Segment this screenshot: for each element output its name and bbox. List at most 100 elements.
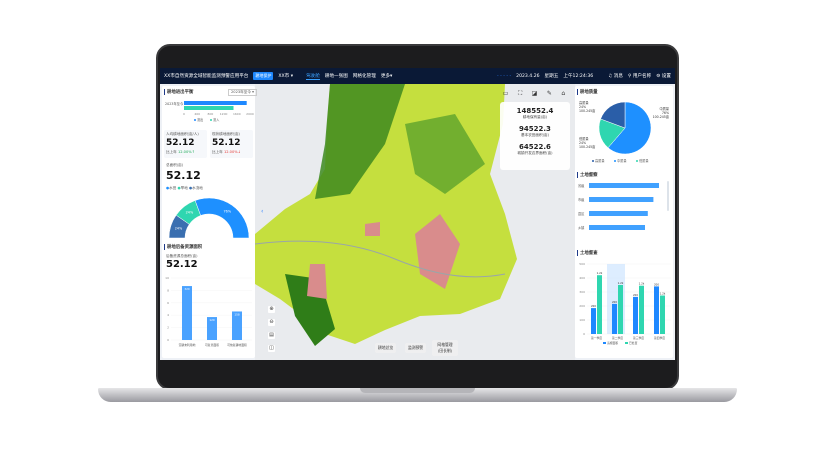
y-tick: 0: [583, 332, 585, 336]
card-compare: 比上年: [212, 150, 223, 154]
y-tick: 200: [579, 304, 585, 308]
legend-label: 低质量: [639, 158, 649, 163]
screen: XX市自然资源全域智能监测预警应用平台 耕地保护 XX市 ▾ 驾驶舱 耕地一张图…: [160, 68, 675, 360]
map-btn-overview[interactable]: 耕地总览: [375, 343, 397, 353]
card-value: 52.12: [212, 138, 241, 148]
quality-pie-chart: 高质量24%100.245亩高质量中质量76%100.245亩中质量低质量24%…: [579, 100, 670, 163]
bar: [633, 296, 638, 334]
arrow-up-icon: ↑: [191, 150, 195, 154]
map-toolbar: ▭ ⛶ ◪ ✎ ⌂: [498, 88, 570, 99]
legend-label: 已处置: [629, 341, 638, 345]
row-label: 2023年至今: [165, 101, 184, 106]
tick-label: 800: [208, 112, 214, 116]
card-pct: 12.00%: [223, 150, 238, 154]
slice-pct: 24%: [579, 105, 586, 109]
bar: [207, 317, 217, 340]
top-header: XX市自然资源全域智能监测预警应用平台 耕地保护 XX市 ▾ 驾驶舱 耕地一张图…: [160, 68, 675, 84]
module-badge[interactable]: 耕地保护: [253, 72, 274, 80]
region-select[interactable]: XX市 ▾: [278, 74, 294, 79]
header-right: - - - - - 2023.4.26 星期五 上午12:24:36 ♫ 消息 …: [497, 73, 671, 80]
eraser-icon[interactable]: ⌂: [561, 90, 566, 97]
time: 上午12:24:36: [563, 74, 594, 79]
dash-decoration: - - - - -: [497, 73, 512, 79]
card-value: 52.12: [166, 138, 195, 148]
y-tick: 2: [167, 326, 169, 330]
bar-label: 158: [234, 312, 240, 316]
bar: [618, 285, 623, 334]
farmland-map[interactable]: [255, 84, 575, 360]
fullscreen-icon[interactable]: ⛶: [517, 89, 523, 97]
settings-button[interactable]: ⚙ 设置: [656, 73, 671, 79]
collapse-left-icon[interactable]: ‹: [261, 208, 264, 215]
period-value: 2023年至今: [231, 90, 251, 94]
legend-icon[interactable]: ▤: [268, 332, 275, 339]
balance-bar: [184, 101, 247, 105]
bar: [639, 285, 644, 334]
y-tick: 100: [579, 318, 585, 322]
legend-swatch: [603, 342, 606, 344]
legend-dot: [592, 160, 594, 162]
x-label: 第四季度: [654, 336, 665, 340]
bar: [612, 303, 617, 334]
nav-cockpit[interactable]: 驾驶舱: [306, 73, 320, 80]
user-button[interactable]: ⚲ 用户名称: [628, 73, 651, 79]
nav-more[interactable]: 更多▾: [380, 73, 393, 79]
draw-polygon-icon[interactable]: ▭: [502, 90, 509, 97]
reserve-title: 耕地后备资源面积: [164, 244, 202, 250]
messages-button[interactable]: ♫ 消息: [608, 73, 623, 79]
map-btn-grid[interactable]: 网格管理(田长制): [432, 340, 458, 356]
per-capita-card: 人均耕地面积(亩/人) 52.12 比上年 12.00%↑: [164, 130, 207, 158]
legend-label: 流入: [213, 117, 220, 122]
layers-icon[interactable]: ◪: [531, 90, 538, 97]
slice-name: 高质量: [579, 100, 589, 105]
right-panel: 耕地质量 高质量 24% 100.245亩 高质量 中质量 76% 100.245亩 中质量低…: [575, 86, 673, 358]
weekday: 星期五: [544, 74, 559, 79]
y-label: 市级: [578, 197, 585, 202]
balance-period-select[interactable]: 2023年至今 ▾: [228, 89, 257, 96]
tick-label: 1600: [233, 112, 241, 116]
stat-value: 148552.4: [516, 107, 554, 115]
donut-slice: [194, 197, 250, 239]
stat-value: 64522.6: [519, 143, 551, 151]
legend-label: 水浇地: [192, 186, 203, 190]
bar-label: 200: [612, 300, 617, 304]
pie-slice: [600, 101, 626, 129]
reserve-label: 后备资源总面积(亩): [166, 254, 198, 258]
legend-dot: [636, 160, 638, 162]
slice-area: 100.245亩: [653, 114, 669, 119]
tick-label: 1200: [220, 112, 228, 116]
legend-label: 水田: [169, 186, 177, 190]
nav-farmland-map[interactable]: 耕地一张图: [324, 73, 348, 79]
card-label: 现状耕地面积(亩): [212, 132, 240, 136]
bar-label: 320: [184, 287, 190, 291]
x-label: 第三季度: [633, 336, 644, 340]
bar-label: 200: [633, 293, 638, 297]
x-label: 可复垦面积: [205, 343, 219, 347]
slice-label: 24%: [186, 211, 194, 215]
region-value: XX市: [278, 74, 290, 79]
bar: [660, 295, 665, 334]
map-btn-warning[interactable]: 监测预警: [405, 343, 427, 353]
bar: [589, 183, 659, 188]
bar: [589, 225, 645, 230]
bar-label: 200: [654, 282, 659, 286]
zoom-out-icon[interactable]: ⊖: [268, 319, 275, 326]
zoom-in-icon[interactable]: ⊕: [268, 306, 275, 313]
split-view-icon[interactable]: ◫: [268, 345, 275, 352]
pen-icon[interactable]: ✎: [546, 90, 552, 97]
y-tick: 8: [167, 288, 169, 292]
y-tick: 400: [579, 276, 585, 280]
y-tick: 6: [167, 301, 169, 305]
y-tick: 300: [579, 290, 585, 294]
y-tick: 4: [167, 313, 169, 317]
balance-chart: 2023年至今 0 400 800 1200 1600 2000 流出 流入: [165, 101, 254, 122]
supervise-bar-chart: 0 100 200 300 400 500 200 1.2k 第一季度 200 1.2k 第二季度 20…: [579, 262, 671, 345]
scrollbar[interactable]: [667, 181, 669, 211]
legend-label: 流出: [197, 117, 203, 122]
nav-more-label: 更多: [380, 73, 391, 79]
y-label: 县区: [578, 211, 585, 216]
nav-grid[interactable]: 网格化管理: [352, 73, 376, 79]
bell-icon: ♫: [608, 74, 613, 79]
quality-title: 耕地质量: [577, 89, 598, 95]
